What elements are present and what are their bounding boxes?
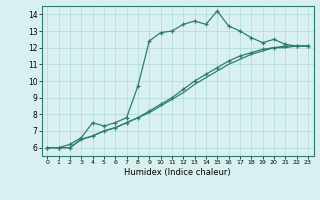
X-axis label: Humidex (Indice chaleur): Humidex (Indice chaleur)	[124, 168, 231, 177]
